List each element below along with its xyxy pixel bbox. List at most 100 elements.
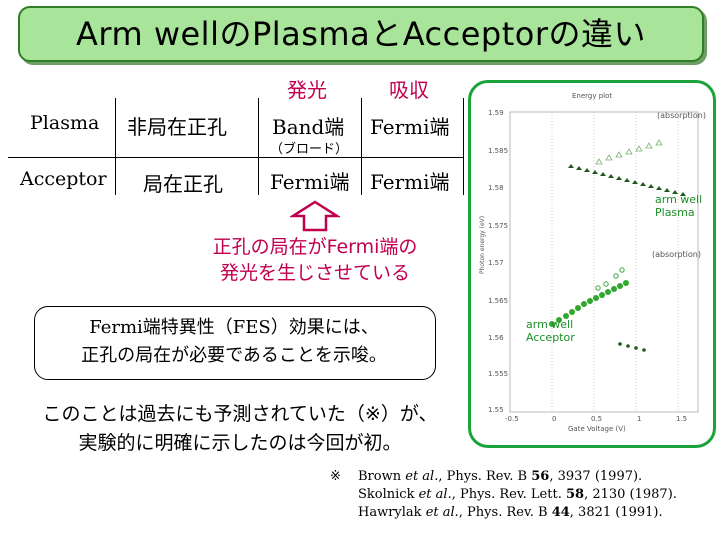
ytick-label: 1.59 [488,109,504,117]
fes-line-1: Fermi端特異性（FES）効果には、 [89,317,379,338]
reference-mark: ※ [330,469,341,484]
plot-xlabel: Gate Voltage (V) [568,425,626,433]
fes-callout-text: Fermi端特異性（FES）効果には、 正孔の局在が必要であることを示唆。 [34,314,434,370]
cell-plasma-absorption: Fermi端 [370,115,450,139]
acceptor-label: arm well Acceptor [526,318,575,344]
cell-acceptor-absorption: Fermi端 [370,170,450,194]
absorption-point [603,281,609,287]
table-divider-col2 [258,98,259,195]
ytick-label: 1.55 [488,406,504,414]
emission-point [556,317,562,323]
emission-point [611,286,617,292]
xtick-label: 1 [637,415,642,423]
absorption-point [645,142,653,149]
plot-axes-box [509,111,699,413]
emission-point [608,174,614,178]
absorption-point [595,158,603,165]
emission-point [617,283,623,289]
cell-plasma-emission-note: （ブロード） [270,142,349,157]
emission-point [626,344,630,348]
emission-point [616,176,622,180]
absorption-point [595,285,601,291]
emission-point [599,292,605,298]
emission-point [664,188,670,192]
emission-point [640,182,646,186]
table-divider-right [463,98,464,195]
conclusion-line-1: 正孔の局在がFermi端の [212,236,418,258]
emission-point [563,313,569,319]
emission-point [672,190,678,194]
emission-point [575,305,581,311]
emission-point [656,186,662,190]
conclusion-line-2: 発光を生じさせている [219,262,410,284]
absorption-point [625,148,633,155]
body-text: このことは過去にも予測されていた（※）が、 実験的に明確に示したのは今回が初。 [20,400,460,458]
acceptor-lower-series [618,342,646,352]
fes-line-2: 正孔の局在が必要であることを示唆。 [81,345,387,366]
body-line-2: 実験的に明確に示したのは今回が初。 [78,432,402,454]
emission-point [624,178,630,182]
ytick-label: 1.565 [488,297,509,305]
col-header-absorption: 吸収 [389,78,429,102]
reference-item: Skolnick et al., Phys. Rev. Lett. 58, 21… [358,487,677,502]
plasma-label: arm well Plasma [655,193,703,219]
slide-title: Arm wellのPlasmaとAcceptorの違い [75,15,647,53]
absorption-point [619,267,625,273]
cell-acceptor-hole: 局在正孔 [143,172,223,196]
absorption-label-top: (absorption) [657,111,706,120]
emission-point [592,170,598,174]
emission-point [648,184,654,188]
ytick-label: 1.58 [488,184,504,192]
emission-point [584,168,590,172]
row-label-plasma: Plasma [30,112,100,134]
table-divider-col3 [361,98,362,195]
reference-item: Brown et al., Phys. Rev. B 56, 3937 (199… [358,469,643,484]
absorption-point [605,154,613,161]
ytick-label: 1.555 [488,370,509,378]
cell-plasma-emission: Band端 [272,115,345,139]
conclusion-text: 正孔の局在がFermi端の 発光を生じさせている [160,234,470,286]
ytick-label: 1.57 [488,259,504,267]
xtick-label: -0.5 [505,415,519,423]
plot-title: Energy plot [572,92,613,100]
absorption-point [613,273,619,279]
emission-point [593,295,599,301]
acceptor-emission-series [549,280,629,327]
emission-point [600,172,606,176]
absorption-point [655,139,663,146]
absorption-point [635,145,643,152]
row-label-acceptor: Acceptor [20,168,107,190]
up-arrow-icon [290,200,340,232]
xtick-label: 0 [552,415,557,423]
table-divider-col1 [115,98,116,195]
plasma-emission-series [568,164,686,196]
cell-acceptor-emission: Fermi端 [270,170,350,194]
emission-point [605,289,611,295]
table-divider-horizontal [8,157,464,158]
absorption-point [615,151,623,158]
emission-point [642,348,646,352]
emission-point [632,180,638,184]
energy-plot-frame [468,80,716,448]
emission-point [576,166,582,170]
body-line-1: このことは過去にも予測されていた（※）が、 [42,403,438,425]
reference-list: Brown et al., Phys. Rev. B 56, 3937 (199… [358,468,714,522]
emission-point [549,321,555,327]
emission-point [587,298,593,304]
emission-point [680,192,686,196]
ytick-label: 1.585 [488,147,509,155]
plot-ylabel: Photon energy (eV) [479,216,486,274]
ytick-label: 1.56 [488,334,504,342]
xtick-label: 1.5 [676,415,688,423]
ytick-label: 1.575 [488,222,509,230]
acceptor-absorption-series [595,267,625,291]
cell-plasma-hole: 非局在正孔 [127,115,227,139]
xtick-label: 0.5 [591,415,603,423]
absorption-label-mid: (absorption) [652,250,701,259]
title-banner: Arm wellのPlasmaとAcceptorの違い [18,6,704,62]
emission-point [581,301,587,307]
emission-point [618,342,622,346]
emission-point [634,346,638,350]
emission-point [623,280,629,286]
reference-item: Hawrylak et al., Phys. Rev. B 44, 3821 (… [358,505,663,520]
